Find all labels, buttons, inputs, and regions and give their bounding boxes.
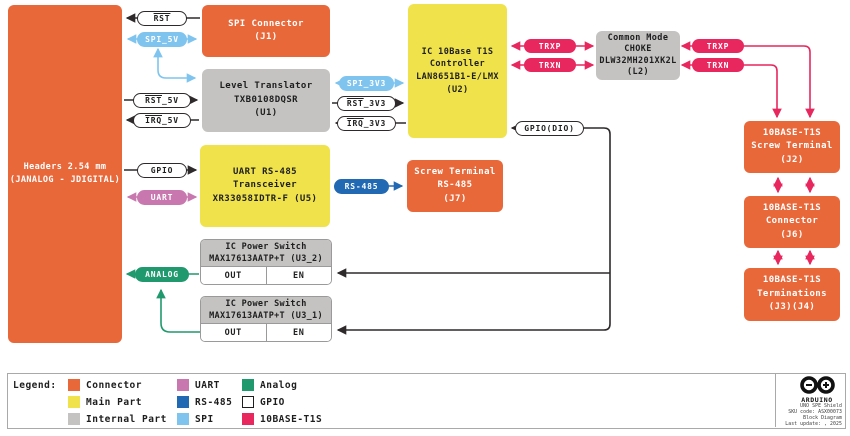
block-uart-transceiver: UART RS-485 Transceiver XR33058IDTR-F (U…	[200, 145, 330, 227]
arduino-wordmark: ARDUINO	[801, 396, 833, 404]
signal-pill-spi-5v: SPI_5V	[137, 32, 187, 47]
block-t1s-screw-terminal: 10BASE-T1S Screw Terminal (J2)	[744, 121, 840, 173]
block-common-mode-choke: Common Mode CHOKE DLW32MH201XK2L (L2)	[596, 31, 680, 80]
arduino-logo-icon	[800, 376, 835, 394]
legend-item-connector: Connector	[68, 379, 142, 391]
swatch-main-part	[68, 396, 80, 408]
swatch-spi	[177, 413, 189, 425]
legend-item-internal-part: Internal Part	[68, 413, 167, 425]
legend-item-spi: SPI	[177, 413, 214, 425]
signal-pill-gpio-dio: GPIO(DIO)	[515, 121, 584, 136]
swatch-connector	[68, 379, 80, 391]
signal-pill-rst-3v3: RST _3V3	[337, 96, 396, 111]
swatch-gpio	[242, 396, 254, 408]
power-switch-u3-1-out: OUT	[201, 323, 266, 341]
signal-pill-trxp-left: TRXP	[524, 39, 576, 53]
legend-box	[7, 373, 846, 429]
signal-pill-uart: UART	[137, 190, 187, 205]
legend-item-analog: Analog	[242, 379, 297, 391]
signal-pill-irq-5v: IRQ _5V	[133, 113, 191, 128]
block-level-translator: Level Translator TXB0108DQSR (U1)	[202, 69, 330, 132]
block-t1s-controller: IC 10Base T1S Controller LAN8651B1-E/LMX…	[408, 4, 507, 138]
signal-pill-trxn-left: TRXN	[524, 58, 576, 72]
swatch-internal-part	[68, 413, 80, 425]
signal-pill-rst: RST	[137, 11, 187, 26]
block-spi-connector: SPI Connector (J1)	[202, 5, 330, 57]
branding-line-update: Last update: , 2025	[785, 422, 842, 427]
branding-line-shield: UNO SPE Shield	[800, 404, 842, 409]
signal-pill-rs485: RS-485	[334, 179, 389, 194]
power-switch-u3-2-title: IC Power Switch MAX17613AATP+T (U3_2)	[201, 240, 331, 266]
signal-pill-trxp-right: TRXP	[692, 39, 744, 53]
legend-title: Legend:	[13, 380, 57, 391]
signal-pill-analog: ANALOG	[135, 267, 189, 282]
block-t1s-terminations: 10BASE-T1S Terminations (J3)(J4)	[744, 268, 840, 321]
swatch-10base-t1s	[242, 413, 254, 425]
power-switch-u3-1-title: IC Power Switch MAX17613AATP+T (U3_1)	[201, 297, 331, 323]
block-power-switch-u3-2: IC Power Switch MAX17613AATP+T (U3_2) OU…	[200, 239, 332, 285]
swatch-rs485	[177, 396, 189, 408]
branding-line-diagram: Block Diagram	[803, 416, 842, 421]
power-switch-u3-2-en: EN	[265, 266, 331, 284]
power-switch-u3-1-en: EN	[265, 323, 331, 341]
branding-line-sku: SKU code: ASX00073	[788, 410, 842, 415]
block-power-switch-u3-1: IC Power Switch MAX17613AATP+T (U3_1) OU…	[200, 296, 332, 342]
signal-pill-rst-5v: RST _5V	[133, 93, 191, 108]
legend-item-10base-t1s: 10BASE-T1S	[242, 413, 322, 425]
power-switch-u3-2-out: OUT	[201, 266, 266, 284]
legend-item-gpio: GPIO	[242, 396, 285, 408]
block-headers: Headers 2.54 mm (JANALOG - JDIGITAL)	[8, 5, 122, 343]
legend-item-uart: UART	[177, 379, 220, 391]
signal-pill-spi-3v3: SPI_3V3	[339, 76, 394, 91]
signal-pill-trxn-right: TRXN	[692, 58, 744, 72]
legend-divider	[775, 373, 776, 427]
signal-pill-irq-3v3: IRQ _3V3	[337, 116, 396, 131]
swatch-uart	[177, 379, 189, 391]
legend-item-main-part: Main Part	[68, 396, 142, 408]
swatch-analog	[242, 379, 254, 391]
signal-pill-gpio: GPIO	[137, 163, 187, 178]
legend-item-rs485: RS-485	[177, 396, 232, 408]
branding-info: UNO SPE Shield SKU code: ASX00073 Block …	[775, 404, 842, 428]
block-t1s-connector: 10BASE-T1S Connector (J6)	[744, 196, 840, 248]
block-screw-terminal-rs485: Screw Terminal RS-485 (J7)	[407, 160, 503, 212]
